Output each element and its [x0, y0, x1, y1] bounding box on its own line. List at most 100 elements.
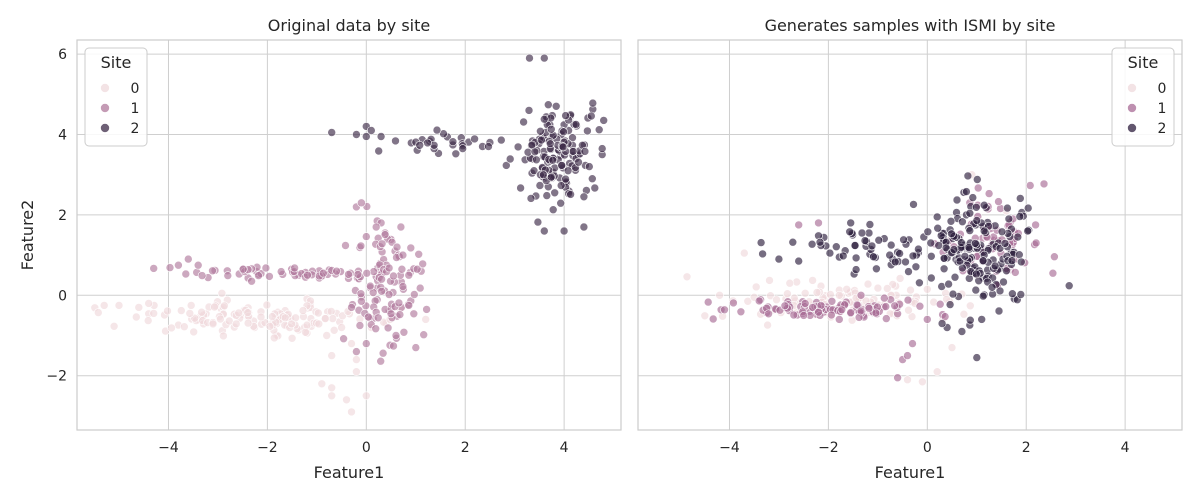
scatter-point-site-1: [908, 339, 917, 348]
scatter-point-site-1: [856, 290, 866, 300]
scatter-point-site-1: [409, 309, 419, 319]
scatter-point-site-2: [970, 239, 980, 248]
scatter-point-site-1: [357, 198, 366, 208]
scatter-point-site-2: [977, 315, 987, 324]
scatter-point-site-1: [352, 347, 361, 356]
scatter-point-site-1: [389, 341, 398, 351]
scatter-point-site-2: [914, 244, 923, 254]
scatter-point-site-2: [926, 238, 936, 248]
right-scatter-panel: −4 −2 0 2 4 Generates samples with ISMI by si…: [637, 16, 1183, 482]
scatter-point-site-1: [1048, 268, 1058, 278]
scatter-point-site-2: [867, 241, 877, 251]
scatter-point-site-2: [971, 269, 981, 279]
scatter-point-site-0: [189, 327, 198, 337]
scatter-point-site-2: [533, 217, 543, 227]
scatter-point-site-0: [298, 306, 308, 315]
scatter-point-site-0: [134, 303, 144, 312]
scatter-point-site-0: [361, 391, 371, 401]
scatter-point-site-2: [501, 161, 511, 170]
legend-label-site-0: 0: [1158, 81, 1167, 97]
scatter-point-site-0: [918, 377, 927, 387]
scatter-point-site-0: [327, 351, 337, 360]
scatter-point-site-2: [526, 194, 536, 203]
scatter-point-site-2: [926, 273, 936, 283]
scatter-point-site-0: [895, 274, 905, 283]
scatter-point-site-2: [756, 238, 766, 247]
scatter-point-site-0: [906, 285, 915, 295]
left-scatter-panel: −4 −2 0 2 4 −2 0 2 4 6 Original data by site Featur…: [18, 16, 622, 482]
plot-frame: [76, 39, 622, 431]
scatter-point-site-2: [895, 249, 904, 258]
scatter-point-site-1: [837, 305, 847, 315]
scatter-point-site-2: [588, 98, 598, 108]
scatter-point-site-1: [404, 301, 414, 310]
scatter-point-site-2: [1023, 226, 1032, 236]
scatter-point-site-2: [580, 147, 590, 156]
scatter-point-site-0: [842, 284, 852, 294]
scatter-point-site-1: [361, 339, 371, 348]
scatter-point-site-1: [383, 323, 393, 333]
x-tick-label: −4: [158, 440, 179, 456]
scatter-point-site-1: [339, 334, 348, 344]
scatter-point-site-1: [729, 298, 738, 308]
scatter-point-site-1: [935, 299, 945, 309]
scatter-point-site-2: [972, 216, 982, 225]
x-tick-label: 4: [560, 440, 569, 456]
scatter-point-site-2: [352, 130, 361, 139]
scatter-point-site-2: [423, 138, 432, 148]
scatter-point-site-1: [389, 271, 398, 281]
scatter-point-site-0: [132, 312, 141, 322]
scatter-point-site-1: [871, 308, 881, 318]
scatter-point-site-1: [362, 268, 372, 278]
scatter-point-site-0: [700, 311, 710, 321]
scatter-point-site-2: [361, 132, 371, 141]
scatter-point-site-0: [313, 308, 323, 318]
scatter-point-site-1: [409, 290, 419, 299]
scatter-point-site-2: [458, 144, 468, 153]
scatter-point-site-1: [846, 308, 856, 317]
scatter-point-site-0: [94, 308, 103, 317]
scatter-point-site-1: [397, 264, 407, 274]
scatter-point-site-2: [934, 241, 944, 250]
scatter-point-site-2: [978, 291, 988, 301]
scatter-point-site-1: [347, 303, 356, 312]
scatter-point-site-0: [765, 276, 774, 285]
scatter-point-site-2: [516, 183, 525, 193]
x-tick-label: −2: [257, 440, 278, 456]
scatter-point-site-1: [789, 310, 799, 320]
scatter-point-site-0: [352, 355, 361, 364]
scatter-point-site-2: [904, 267, 913, 276]
scatter-point-site-2: [525, 53, 534, 63]
scatter-point-site-0: [327, 383, 337, 393]
scatter-point-site-2: [915, 278, 924, 288]
scatter-point-site-2: [794, 256, 804, 266]
scatter-point-site-2: [470, 134, 479, 144]
scatter-point-site-2: [978, 256, 988, 266]
scatter-point-site-1: [903, 351, 912, 360]
scatter-point-site-1: [406, 243, 416, 253]
scatter-point-site-1: [799, 311, 809, 320]
scatter-point-site-2: [366, 126, 376, 135]
scatter-point-site-2: [950, 272, 960, 282]
scatter-point-site-2: [788, 237, 798, 247]
scatter-point-site-0: [231, 319, 241, 329]
scatter-point-site-0: [322, 331, 332, 340]
scatter-point-site-1: [365, 281, 375, 291]
legend-marker-site-1: [1127, 103, 1137, 113]
chart-title: Original data by site: [268, 16, 430, 35]
scatter-point-site-2: [851, 253, 861, 263]
scatter-point-site-2: [579, 222, 589, 232]
scatter-point-site-1: [890, 301, 900, 311]
scatter-point-site-1: [893, 373, 902, 383]
scatter-point-site-0: [109, 321, 119, 331]
x-tick-label: 0: [362, 440, 371, 456]
scatter-point-site-2: [568, 133, 577, 142]
scatter-point-site-2: [391, 136, 400, 146]
scatter-point-site-2: [997, 227, 1007, 237]
scatter-point-site-2: [519, 117, 528, 127]
scatter-point-site-1: [1025, 181, 1035, 190]
scatter-point-site-2: [774, 254, 784, 264]
scatter-point-site-2: [535, 181, 545, 190]
scatter-point-site-2: [571, 120, 581, 129]
